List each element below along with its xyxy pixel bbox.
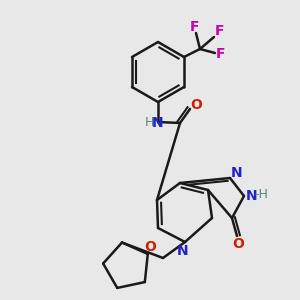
Text: O: O: [144, 240, 156, 254]
Text: H: H: [144, 116, 154, 130]
Text: O: O: [190, 98, 202, 112]
Text: N: N: [152, 116, 164, 130]
Text: -H: -H: [254, 188, 268, 202]
Text: O: O: [232, 237, 244, 251]
Text: F: F: [190, 20, 200, 34]
Text: F: F: [215, 24, 225, 38]
Text: N: N: [177, 244, 189, 258]
Text: N: N: [246, 189, 258, 203]
Text: N: N: [231, 166, 243, 180]
Text: F: F: [216, 47, 226, 61]
